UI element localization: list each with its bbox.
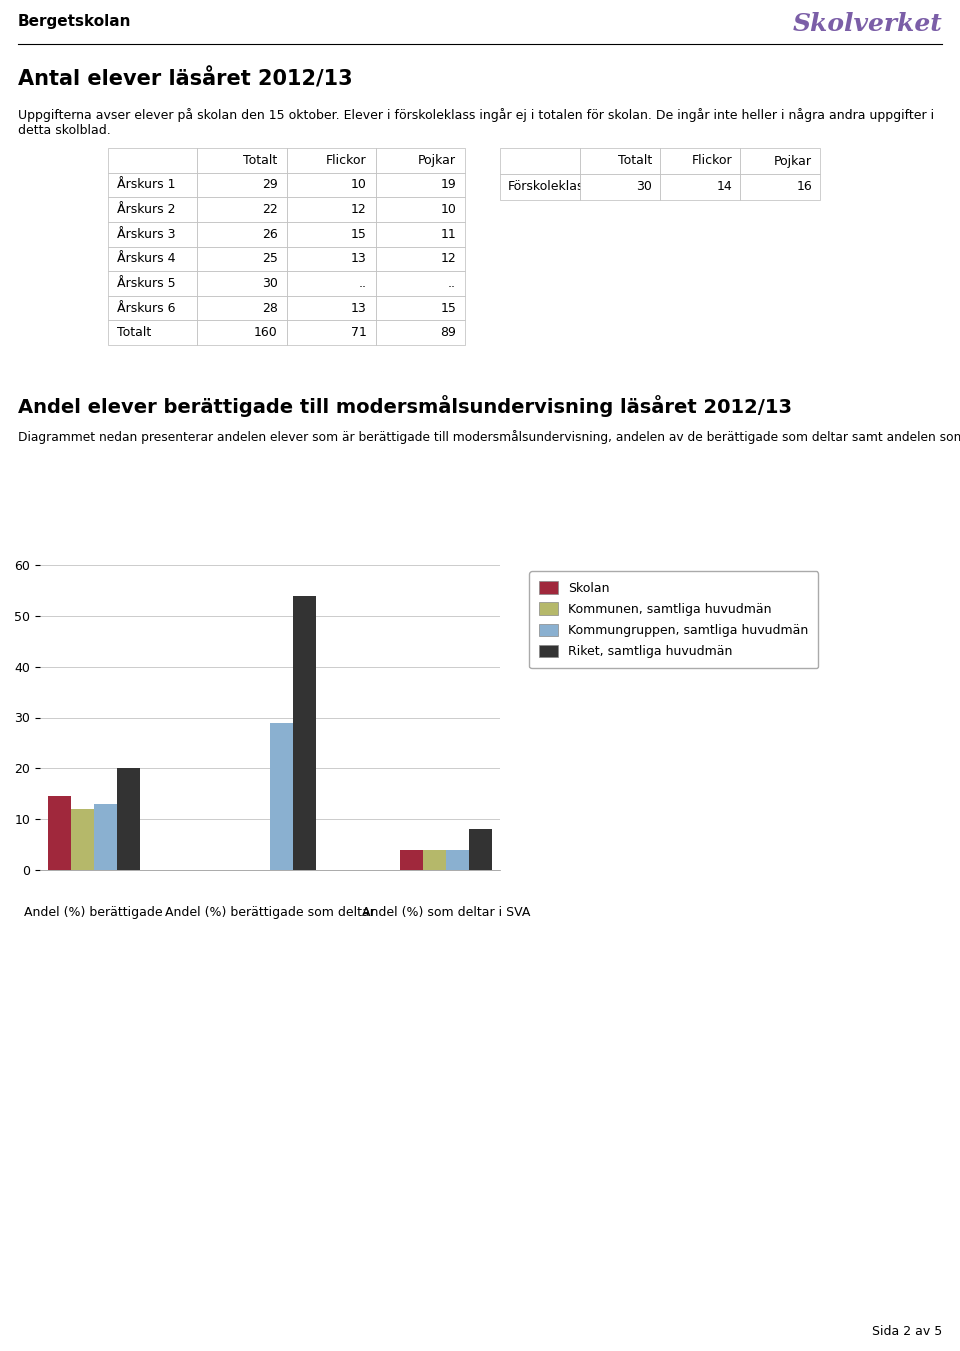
Text: Andel elever berättigade till modersmålsundervisning läsåret 2012/13: Andel elever berättigade till modersmåls… [18,394,792,417]
Text: Bergetskolan: Bergetskolan [18,14,132,28]
Bar [446,850,469,870]
Bar [293,596,316,870]
Bar [117,769,139,870]
Text: Sida 2 av 5: Sida 2 av 5 [872,1325,942,1337]
Legend: Skolan, Kommunen, samtliga huvudmän, Kommungruppen, samtliga huvudmän, Riket, sa: Skolan, Kommunen, samtliga huvudmän, Kom… [529,571,818,669]
Text: Andel (%) berättigade som deltar: Andel (%) berättigade som deltar [165,905,375,919]
Bar [270,723,293,870]
Bar [71,809,94,870]
Bar [400,850,423,870]
Text: Andel (%) berättigade: Andel (%) berättigade [24,905,163,919]
Text: Antal elever läsåret 2012/13: Antal elever läsåret 2012/13 [18,68,352,89]
Bar [469,830,492,870]
Bar [94,804,117,870]
Text: Andel (%) som deltar i SVA: Andel (%) som deltar i SVA [362,905,531,919]
Bar [48,796,71,870]
Bar [423,850,446,870]
Text: Diagrammet nedan presenterar andelen elever som är berättigade till modersmålsun: Diagrammet nedan presenterar andelen ele… [18,430,960,444]
Text: Skolverket: Skolverket [792,12,942,36]
Text: Uppgifterna avser elever på skolan den 15 oktober. Elever i förskoleklass ingår : Uppgifterna avser elever på skolan den 1… [18,108,934,136]
